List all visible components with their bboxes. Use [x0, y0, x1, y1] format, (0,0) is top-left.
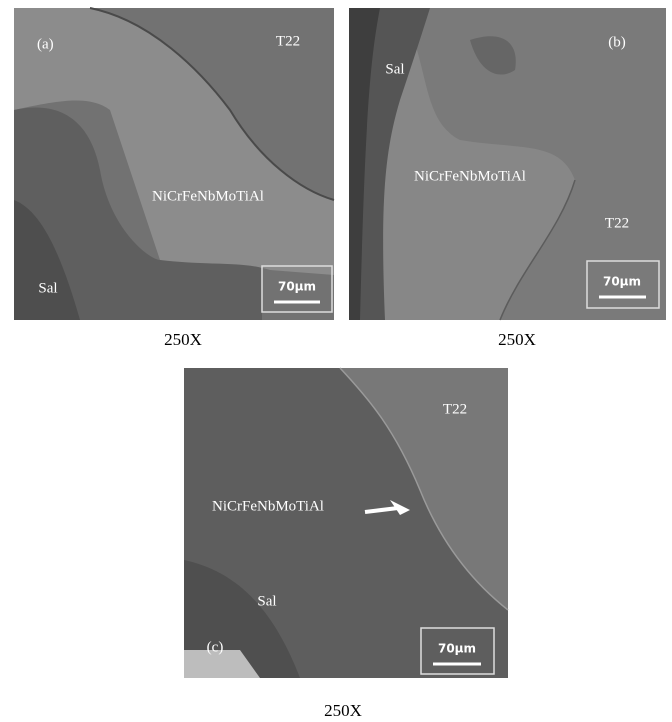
- region-label: NiCrFeNbMoTiAl: [152, 188, 264, 204]
- scale-label: 70μm: [603, 275, 641, 289]
- panel-label: (c): [207, 639, 224, 655]
- region-label: T22: [276, 33, 300, 49]
- panel-label: (a): [37, 36, 54, 52]
- scale-label: 70μm: [278, 280, 316, 294]
- magnification: 250X: [324, 701, 362, 720]
- region-label: T22: [443, 401, 467, 417]
- region-label: Sal: [257, 593, 276, 609]
- region-label: NiCrFeNbMoTiAl: [212, 498, 324, 514]
- region-label: Sal: [38, 280, 57, 296]
- magnification: 250X: [164, 330, 202, 349]
- region-label: NiCrFeNbMoTiAl: [414, 168, 526, 184]
- panel-label: (b): [608, 34, 626, 50]
- region-label: T22: [605, 215, 629, 231]
- region-label: Sal: [385, 61, 404, 77]
- micrograph-a: 70μm (a) T22 NiCrFeNbMoTiAl Sal: [14, 8, 334, 320]
- magnification: 250X: [498, 330, 536, 349]
- micrograph-c: 70μm T22 NiCrFeNbMoTiAl Sal (c): [184, 368, 508, 678]
- micrograph-b: 70μm (b) Sal NiCrFeNbMoTiAl T22: [349, 8, 666, 320]
- figure: 70μm (a) T22 NiCrFeNbMoTiAl Sal 250X 70μ…: [0, 0, 672, 722]
- scale-label: 70μm: [438, 642, 476, 656]
